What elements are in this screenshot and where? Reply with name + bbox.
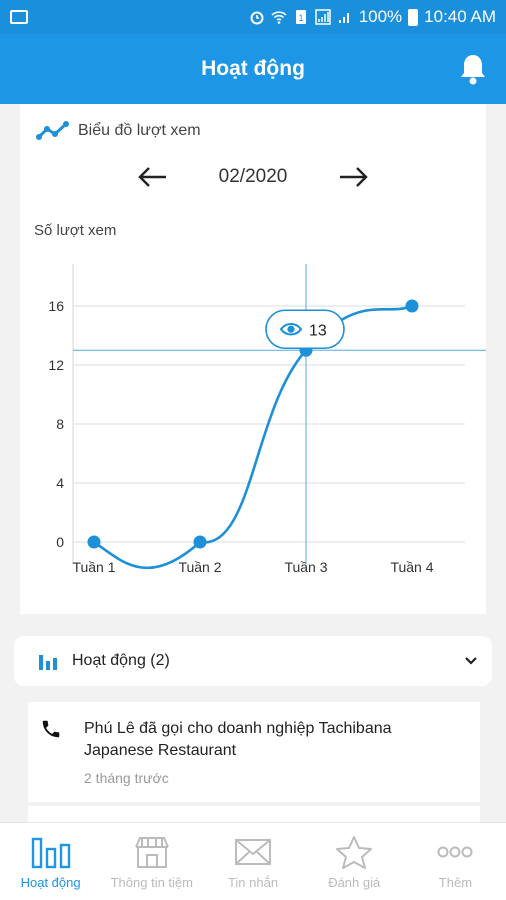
battery-icon xyxy=(408,8,419,26)
wifi-icon xyxy=(271,11,287,24)
data-point xyxy=(405,299,419,313)
status-icons: 1 100% 10:40 AM xyxy=(249,7,496,27)
status-bar: 1 100% 10:40 AM xyxy=(0,0,506,34)
nav-item-store-info[interactable]: Thông tin tiệm xyxy=(101,823,202,900)
bell-icon[interactable] xyxy=(458,52,488,86)
alarm-icon xyxy=(250,11,264,25)
nav-label: Tin nhắn xyxy=(227,875,279,890)
tooltip-value: 13 xyxy=(309,322,327,339)
page-title: Hoạt động xyxy=(201,57,305,80)
views-chart-card: Biểu đồ lượt xem 02/2020 Số lượt xem 0 4 8… xyxy=(20,104,486,614)
chart-title: Biểu đồ lượt xem xyxy=(78,122,201,139)
svg-text:1: 1 xyxy=(298,13,303,23)
chevron-down-icon[interactable] xyxy=(464,656,478,666)
nav-item-activity[interactable]: Hoạt động xyxy=(0,823,101,900)
nav-item-messages[interactable]: Tin nhắn xyxy=(202,823,303,900)
signal-icon-2 xyxy=(338,13,349,23)
item-text: Phú Lê đã gọi cho doanh nghiệp Tachibana… xyxy=(84,720,392,759)
x-tick-label: Tuần 1 xyxy=(72,559,115,574)
activity-section-header[interactable]: Hoạt động (2) xyxy=(14,636,492,686)
item-time: 2 tháng trước xyxy=(84,770,169,786)
clock: 10:40 AM xyxy=(424,7,496,26)
value-tooltip: 13 xyxy=(265,309,345,350)
eye-icon xyxy=(279,323,303,336)
list-item[interactable]: Phú Lê đã gọi cho doanh nghiệp Tachibana… xyxy=(28,702,480,802)
month-navigator: 02/2020 xyxy=(20,166,486,188)
mail-icon xyxy=(235,839,271,865)
y-tick-label: 12 xyxy=(48,357,64,373)
x-tick-label: Tuần 3 xyxy=(284,559,327,574)
bar-chart-icon xyxy=(31,837,70,869)
line-chart: 0 4 8 12 16 Tuần 1 Tuần 2 Tuần 3 Tuần 4 13 xyxy=(48,264,486,574)
activity-label: Hoạt động (2) xyxy=(72,652,170,669)
nav-label: Đánh giá xyxy=(328,875,381,890)
list-item[interactable] xyxy=(28,806,480,826)
y-tick-label: 0 xyxy=(56,534,64,550)
store-icon xyxy=(134,837,169,868)
gallery-icon xyxy=(10,10,28,24)
x-tick-label: Tuần 2 xyxy=(178,559,221,574)
nav-label: Thêm xyxy=(438,875,473,890)
sim-icon: 1 xyxy=(295,10,306,24)
more-icon xyxy=(437,846,473,858)
bottom-nav: Hoạt động Thông tin tiệm Tin nhắn Đánh g… xyxy=(0,822,506,900)
app-header: Hoạt động xyxy=(0,34,506,104)
y-tick-label: 16 xyxy=(48,298,64,314)
chart-header: Biểu đồ lượt xem xyxy=(36,120,201,142)
signal-icon xyxy=(314,9,331,25)
line-chart-icon xyxy=(36,121,69,140)
y-tick-label: 4 xyxy=(56,475,64,491)
battery-percent: 100% xyxy=(358,7,403,26)
nav-label: Hoạt động xyxy=(20,875,81,890)
bar-chart-icon xyxy=(39,655,57,670)
star-icon xyxy=(336,836,373,869)
month-label: 02/2020 xyxy=(218,166,288,187)
x-tick-label: Tuần 4 xyxy=(390,559,433,574)
nav-item-reviews[interactable]: Đánh giá xyxy=(304,823,405,900)
phone-icon xyxy=(42,720,60,738)
nav-label: Thông tin tiệm xyxy=(110,875,193,890)
nav-item-more[interactable]: Thêm xyxy=(405,823,506,900)
chart-ylabel: Số lượt xem xyxy=(34,222,117,239)
arrow-right-icon[interactable] xyxy=(339,166,369,188)
series-line xyxy=(93,304,413,570)
data-point xyxy=(87,535,101,549)
y-tick-label: 8 xyxy=(56,416,64,432)
data-point xyxy=(193,535,207,549)
arrow-left-icon[interactable] xyxy=(137,166,167,188)
